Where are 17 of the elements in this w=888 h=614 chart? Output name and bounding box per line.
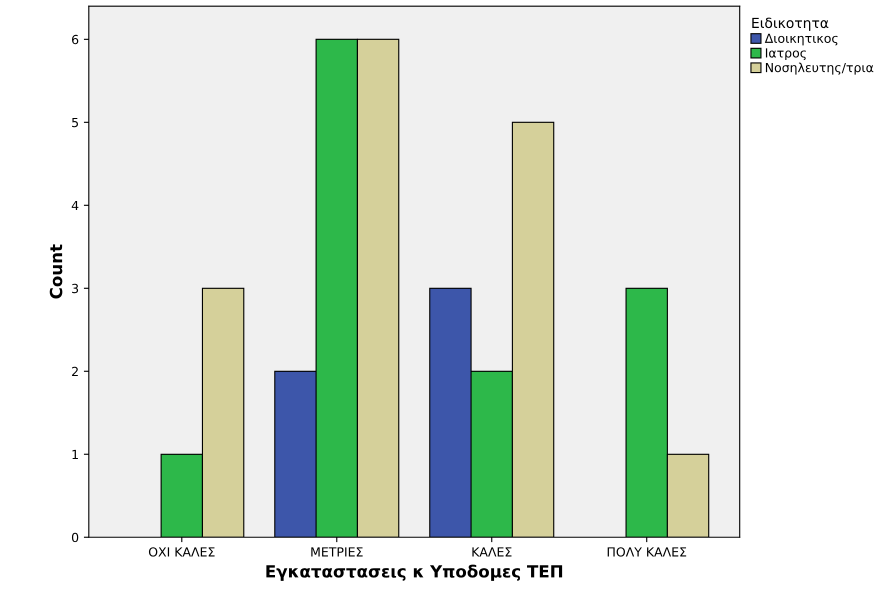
y-tick-label: 3 [72,284,78,294]
x-axis-title: Εγκαταστασεις κ Υποδομες ΤΕΠ [266,564,562,581]
x-tick-label: ΟΧΙ ΚΑΛΕΣ [148,547,215,557]
y-tick-label: 5 [72,118,78,128]
y-tick-label: 1 [72,450,78,460]
y-tick-label: 6 [72,34,78,44]
legend-title: Ειδικοτητα [752,18,828,31]
legend-label: Ιατρος [766,48,806,60]
legend-label: Νοσηλευτης/τρια [766,62,874,75]
x-tick-label: ΚΑΛΕΣ [472,547,512,556]
legend-label: Διοικητικος [764,34,838,46]
y-tick-label: 2 [72,366,78,376]
y-tick-label: 0 [72,532,78,542]
x-tick-label: ΜΕΤΡΙΕΣ [311,547,363,556]
y-tick-label: 4 [72,200,78,210]
x-tick-label: ΠΟΛΥ ΚΑΛΕΣ [608,547,686,557]
y-axis-title: Count [50,244,62,299]
